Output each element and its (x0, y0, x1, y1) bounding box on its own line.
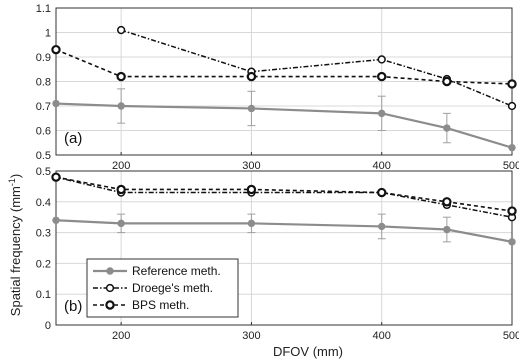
data-point-reference (117, 102, 125, 110)
x-tick-label: 400 (373, 160, 391, 172)
panel-label: (a) (64, 130, 82, 147)
data-point-droege (116, 25, 126, 35)
data-point-bps (377, 71, 387, 82)
y-tick-label: 0.1 (36, 289, 51, 301)
data-point-reference (443, 225, 451, 234)
x-tick-label: 300 (242, 330, 260, 342)
series-line-droege (120, 29, 513, 107)
legend-label-bps: BPS meth. (132, 298, 189, 312)
y-tick-label: 0.4 (36, 197, 51, 209)
y-axis-label: Spatial frequency (mm-1) (7, 174, 23, 316)
y-tick-label: 0.3 (36, 228, 51, 240)
data-point-reference (508, 143, 516, 152)
series-reference (52, 213, 516, 246)
data-point-reference (247, 104, 256, 113)
series-line-reference (55, 219, 513, 243)
data-point-bps (507, 206, 517, 216)
data-point-droege (377, 55, 386, 64)
data-point-bps (246, 184, 257, 195)
legend-marker-droege (105, 283, 115, 293)
series-line-reference (55, 102, 513, 149)
data-point-bps (442, 197, 452, 207)
data-point-bps (116, 184, 126, 195)
data-point-bps (442, 76, 452, 87)
x-axis-label: DFOV (mm) (273, 344, 343, 359)
y-axis-label-close: ) (8, 174, 23, 178)
y-axis-label-main: Spatial frequency (mm (8, 186, 23, 316)
data-point-reference (117, 219, 125, 228)
legend-marker-bps (105, 300, 115, 310)
series-line-bps (55, 48, 513, 85)
data-point-reference (443, 124, 451, 132)
data-point-reference (52, 216, 60, 224)
y-tick-label: 0.8 (36, 77, 51, 89)
x-tick-label: 500 (503, 160, 519, 172)
series-droege (51, 173, 517, 222)
y-axis-label-sup: -1 (7, 178, 17, 186)
data-point-bps (51, 44, 61, 55)
x-tick-label: 200 (112, 160, 130, 172)
legend-marker-reference (106, 267, 114, 275)
plot-frame (55, 170, 513, 326)
y-tick-label: 0.5 (36, 166, 51, 178)
series-droege (116, 25, 517, 111)
legend: Reference meth. Droege's meth. BPS meth. (86, 258, 239, 318)
series-bps (51, 172, 517, 216)
y-tick-label: 0.6 (36, 126, 51, 138)
data-point-reference (508, 238, 516, 246)
series-bps (51, 44, 517, 89)
data-point-bps (377, 187, 387, 198)
data-point-bps (246, 71, 257, 82)
panel-label: (b) (64, 298, 82, 315)
y-tick-label: 0.9 (36, 52, 51, 64)
y-tick-label: 1 (45, 28, 51, 40)
data-point-bps (116, 71, 126, 82)
data-point-reference (378, 109, 386, 118)
data-point-reference (52, 99, 60, 108)
y-tick-label: 0.2 (36, 258, 51, 270)
panel-a: 0.5 0.6 0.7 0.8 0.9 1 1.1 200 300 400 500 (a) (36, 3, 519, 172)
x-tick-label: 500 (503, 330, 519, 342)
series-line-bps (55, 176, 513, 212)
legend-label-droege: Droege's meth. (132, 281, 213, 295)
x-tick-label: 200 (112, 330, 130, 342)
data-point-bps (507, 79, 517, 89)
y-tick-label: 0.7 (36, 101, 51, 113)
x-tick-label: 400 (373, 330, 391, 342)
y-tick-label: 1.1 (36, 3, 51, 15)
data-point-bps (51, 172, 61, 182)
y-tick-label: 0.5 (36, 150, 51, 162)
data-point-reference (247, 219, 256, 228)
data-point-reference (378, 222, 386, 231)
x-tick-label: 300 (242, 160, 260, 172)
y-tick-label: 0 (45, 320, 51, 332)
series-line-droege (55, 176, 513, 218)
series-reference (52, 88, 516, 152)
data-point-droege (507, 101, 517, 111)
legend-label-reference: Reference meth. (132, 264, 221, 278)
